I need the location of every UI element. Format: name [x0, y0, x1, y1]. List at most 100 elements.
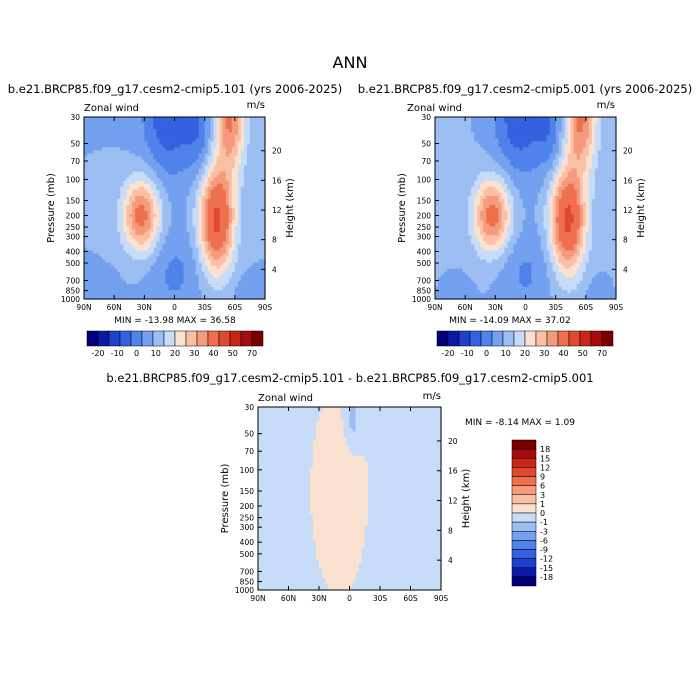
contour-cell — [222, 208, 227, 212]
contour-cell — [174, 292, 179, 297]
contour-cell — [156, 229, 161, 233]
contour-cell — [207, 244, 212, 249]
contour-cell — [138, 256, 142, 261]
contour-cell — [99, 256, 103, 261]
contour-cell — [150, 162, 154, 167]
contour-cell — [162, 256, 167, 261]
contour-cell — [237, 268, 242, 273]
contour-cell — [477, 147, 481, 151]
contour-cell — [99, 238, 103, 242]
contour-cell — [84, 171, 88, 176]
contour-cell — [447, 162, 451, 167]
contour-cell — [93, 262, 97, 267]
contour-cell — [471, 283, 475, 288]
contour-cell — [156, 289, 161, 294]
contour-cell — [147, 150, 151, 154]
contour-cell — [243, 174, 248, 179]
contour-cell — [459, 208, 463, 212]
contour-cell — [189, 174, 194, 179]
contour-cell — [225, 274, 230, 279]
contour-cell — [435, 250, 439, 255]
contour-cell — [231, 129, 236, 133]
contour-cell — [189, 241, 194, 245]
contour-cell — [207, 268, 212, 273]
contour-cell — [483, 177, 487, 182]
contour-cell — [177, 229, 182, 233]
contour-cell — [168, 283, 173, 288]
contour-cell — [87, 144, 91, 148]
contour-cell — [261, 117, 266, 121]
contour-cell — [114, 250, 118, 255]
contour-cell — [453, 217, 457, 221]
contour-cell — [159, 235, 164, 239]
contour-cell — [87, 171, 91, 176]
contour-cell — [120, 129, 124, 133]
contour-cell — [243, 195, 248, 200]
contour-cell — [186, 150, 191, 154]
contour-cell — [441, 156, 445, 161]
contour-cell — [192, 180, 197, 185]
contour-cell — [135, 214, 139, 218]
contour-cell — [468, 126, 472, 130]
contour-cell — [120, 271, 124, 276]
contour-cell — [129, 286, 133, 291]
contour-cell — [120, 132, 124, 136]
contour-cell — [468, 162, 472, 167]
contour-cell — [249, 123, 254, 127]
contour-cell — [192, 147, 197, 151]
contour-cell — [111, 129, 115, 133]
contour-cell — [162, 292, 167, 297]
contour-cell — [153, 192, 157, 197]
contour-cell — [141, 277, 145, 282]
contour-cell — [96, 259, 100, 264]
contour-cell — [498, 211, 502, 215]
contour-cell — [105, 144, 109, 148]
contour-cell — [162, 223, 167, 227]
contour-cell — [171, 250, 176, 255]
contour-cell — [144, 195, 148, 200]
contour-cell — [489, 168, 493, 173]
contour-cell — [462, 223, 466, 227]
contour-cell — [126, 244, 130, 249]
contour-cell — [210, 265, 215, 270]
contour-cell — [228, 244, 233, 249]
contour-cell — [495, 223, 499, 227]
contour-cell — [243, 277, 248, 282]
contour-cell — [216, 138, 221, 142]
contour-cell — [135, 232, 139, 236]
contour-cell — [474, 144, 478, 148]
contour-cell — [102, 204, 106, 209]
contour-cell — [468, 186, 472, 191]
contour-cell — [228, 162, 233, 167]
contour-cell — [435, 217, 439, 221]
contour-cell — [444, 165, 448, 170]
contour-cell — [201, 132, 206, 136]
contour-cell — [237, 277, 242, 282]
contour-cell — [111, 147, 115, 151]
contour-cell — [258, 162, 263, 167]
contour-cell — [216, 277, 221, 282]
contour-cell — [249, 262, 254, 267]
contour-cell — [102, 265, 106, 270]
contour-cell — [195, 138, 200, 142]
contour-cell — [144, 192, 148, 197]
contour-cell — [213, 138, 218, 142]
contour-cell — [456, 189, 460, 194]
contour-cell — [150, 241, 154, 245]
contour-cell — [111, 289, 115, 294]
contour-cell — [117, 268, 121, 273]
contour-cell — [459, 256, 463, 261]
contour-cell — [471, 274, 475, 279]
colorbar-label: 30 — [189, 349, 199, 358]
contour-cell — [162, 141, 167, 145]
contour-cell — [201, 256, 206, 261]
contour-cell — [180, 247, 185, 252]
contour-cell — [246, 189, 251, 194]
contour-cell — [201, 214, 206, 218]
contour-cell — [183, 289, 188, 294]
contour-cell — [111, 256, 115, 261]
contour-cell — [171, 238, 176, 242]
contour-cell — [477, 126, 481, 130]
contour-cell — [135, 198, 139, 203]
contour-cell — [471, 295, 475, 300]
